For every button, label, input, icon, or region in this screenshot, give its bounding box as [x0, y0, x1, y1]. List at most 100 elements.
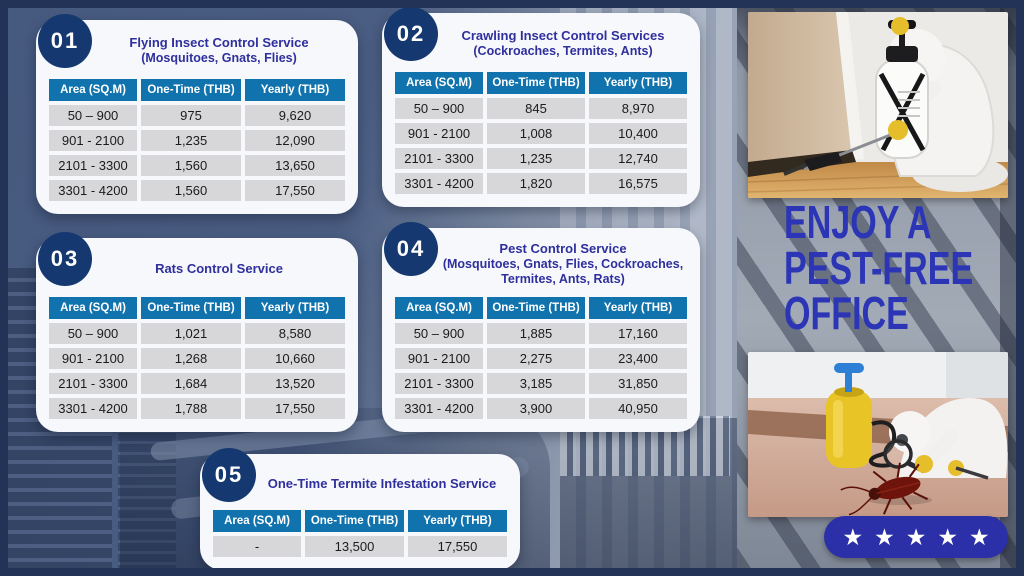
- cell-area: 2101 - 3300: [49, 155, 137, 176]
- pest-technician-spraying-illustration: [748, 12, 1008, 198]
- cell-onetime: 845: [487, 98, 585, 119]
- star-icon: ★: [874, 523, 895, 550]
- yellow-glove-left: [915, 455, 933, 473]
- cell-onetime: 3,900: [487, 398, 585, 419]
- headline-line-2: PEST-FREE: [784, 241, 974, 294]
- column-header-area: Area (SQ.M): [213, 510, 301, 532]
- background-trees-road: [560, 418, 738, 568]
- cell-onetime: 1,684: [141, 373, 241, 394]
- service-subtitle: (Mosquitoes, Gnats, Flies, Cockroaches, …: [442, 256, 684, 286]
- service-card-crawling-insect: 02 Crawling Insect Control Services (Coc…: [382, 7, 700, 207]
- service-card-pest-control: 04 Pest Control Service (Mosquitoes, Gna…: [382, 222, 700, 432]
- star-icon: ★: [905, 523, 927, 550]
- service-title: Crawling Insect Control Services: [461, 28, 665, 44]
- column-header-onetime: One-Time (THB): [487, 72, 585, 94]
- service-title: Pest Control Service: [499, 240, 627, 256]
- cell-onetime: 1,268: [141, 348, 241, 369]
- cell-area: 901 - 2100: [49, 130, 137, 151]
- cell-area: -: [213, 536, 301, 557]
- cell-onetime: 3,185: [487, 373, 585, 394]
- cell-yearly: 8,580: [245, 323, 345, 344]
- cell-area: 2101 - 3300: [395, 148, 483, 169]
- cell-onetime: 1,235: [141, 130, 241, 151]
- cell-yearly: 17,160: [589, 323, 687, 344]
- cell-yearly: 23,400: [589, 348, 687, 369]
- service-number-badge: 05: [202, 448, 256, 502]
- cell-onetime: 1,820: [487, 173, 585, 194]
- service-title: Flying Insect Control Service: [129, 35, 309, 51]
- column-header-onetime: One-Time (THB): [141, 297, 241, 319]
- column-header-yearly: Yearly (THB): [408, 510, 507, 532]
- price-table: Area (SQ.M) One-Time (THB) Yearly (THB) …: [395, 72, 687, 194]
- magnifying-glass: [883, 439, 913, 469]
- service-title: One-Time Termite Infestation Service: [267, 475, 497, 491]
- cell-yearly: 31,850: [589, 373, 687, 394]
- star-icon: ★: [937, 523, 958, 550]
- cell-onetime: 2,275: [487, 348, 585, 369]
- service-number-badge: 01: [38, 14, 92, 68]
- yellow-glove-bottom: [888, 120, 908, 140]
- service-number-badge: 02: [384, 7, 438, 61]
- star-icon: ★: [968, 523, 990, 550]
- column-header-area: Area (SQ.M): [49, 79, 137, 101]
- service-card-flying-insect: 01 Flying Insect Control Service (Mosqui…: [36, 14, 358, 214]
- headline: ENJOY A PEST-FREE OFFICE: [784, 199, 974, 340]
- cell-yearly: 12,090: [245, 130, 345, 151]
- cell-yearly: 40,950: [589, 398, 687, 419]
- column-header-area: Area (SQ.M): [395, 72, 483, 94]
- cell-yearly: 9,620: [245, 105, 345, 126]
- cell-area: 901 - 2100: [49, 348, 137, 369]
- tank-highlight: [833, 400, 843, 458]
- service-number-badge: 03: [38, 232, 92, 286]
- cell-onetime: 1,560: [141, 180, 241, 201]
- cell-yearly: 17,550: [408, 536, 507, 557]
- spray-nozzle: [804, 152, 842, 171]
- yellow-glove-top: [891, 17, 909, 35]
- cell-onetime: 1,235: [487, 148, 585, 169]
- star-icon: ★: [842, 523, 864, 550]
- price-table: Area (SQ.M) One-Time (THB) Yearly (THB) …: [49, 79, 345, 201]
- cockroach-inspection-illustration: [748, 352, 1008, 517]
- headline-line-3: OFFICE: [784, 287, 909, 340]
- blue-pump-handle: [834, 363, 864, 373]
- cell-area: 50 – 900: [395, 323, 483, 344]
- cell-onetime: 1,008: [487, 123, 585, 144]
- inspection-tool: [955, 466, 989, 480]
- cockroach: [840, 462, 929, 516]
- yellow-sprayer-tank: [826, 390, 872, 468]
- cell-yearly: 16,575: [589, 173, 687, 194]
- cell-area: 2101 - 3300: [395, 373, 483, 394]
- photo-pest-technician-spraying: [748, 12, 1008, 198]
- column-header-yearly: Yearly (THB): [245, 297, 345, 319]
- cell-yearly: 8,970: [589, 98, 687, 119]
- cell-area: 2101 - 3300: [49, 373, 137, 394]
- tank-gauge-coil: [898, 91, 920, 117]
- column-header-yearly: Yearly (THB): [589, 297, 687, 319]
- cell-onetime: 975: [141, 105, 241, 126]
- cell-area: 901 - 2100: [395, 123, 483, 144]
- service-title: Rats Control Service: [155, 261, 283, 277]
- textured-wall: [748, 12, 852, 176]
- pump-stem: [845, 372, 852, 392]
- cell-onetime: 1,885: [487, 323, 585, 344]
- cell-area: 901 - 2100: [395, 348, 483, 369]
- column-header-yearly: Yearly (THB): [589, 72, 687, 94]
- cell-onetime: 1,788: [141, 398, 241, 419]
- cell-onetime: 1,021: [141, 323, 241, 344]
- column-header-onetime: One-Time (THB): [141, 79, 241, 101]
- cell-area: 50 – 900: [49, 323, 137, 344]
- column-header-onetime: One-Time (THB): [487, 297, 585, 319]
- cell-area: 3301 - 4200: [49, 180, 137, 201]
- price-table: Area (SQ.M) One-Time (THB) Yearly (THB) …: [49, 297, 345, 419]
- five-star-rating-badge: ★ ★ ★ ★ ★: [824, 516, 1008, 558]
- column-header-yearly: Yearly (THB): [245, 79, 345, 101]
- service-card-rats: 03 Rats Control Service Area (SQ.M) One-…: [36, 232, 358, 432]
- service-subtitle: (Cockroaches, Termites, Ants): [473, 44, 653, 59]
- tank-cap: [886, 46, 918, 62]
- cell-area: 3301 - 4200: [49, 398, 137, 419]
- cell-onetime: 1,560: [141, 155, 241, 176]
- cell-yearly: 10,660: [245, 348, 345, 369]
- cell-yearly: 12,740: [589, 148, 687, 169]
- cell-onetime: 13,500: [305, 536, 404, 557]
